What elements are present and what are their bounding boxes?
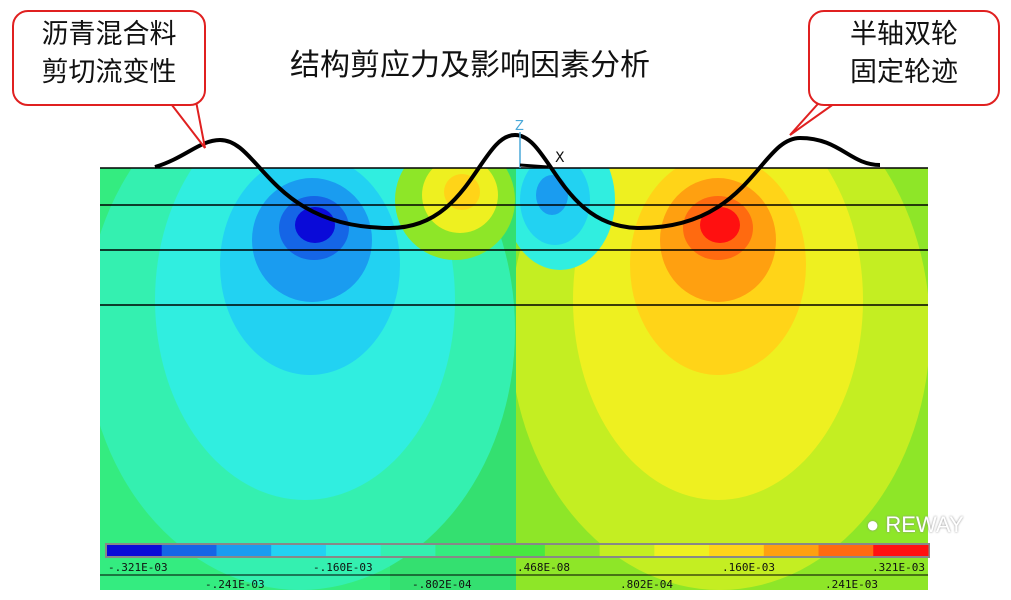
watermark: ● REWAY	[866, 512, 964, 538]
layer-boundaries	[100, 167, 928, 306]
legend-label: -.160E-03	[313, 561, 373, 574]
legend-swatch	[818, 545, 874, 556]
tire-load-curve	[154, 132, 881, 231]
legend-label: .468E-08	[517, 561, 570, 574]
wechat-icon: ●	[866, 512, 880, 537]
callout-line: 沥青混合料	[41, 19, 177, 50]
legend-swatch	[161, 545, 217, 556]
watermark-text: REWAY	[885, 512, 964, 537]
legend-swatch	[271, 545, 327, 556]
callout-line: 固定轮迹	[850, 57, 958, 88]
right-contour-region	[516, 168, 928, 590]
legend-label: .160E-03	[722, 561, 775, 574]
legend-label: .802E-04	[620, 578, 673, 591]
legend-swatch	[216, 545, 272, 556]
axis-z-label: Z	[515, 119, 524, 134]
callout-asphalt-rheology: 沥青混合料 剪切流变性	[12, 10, 206, 106]
legend-swatch	[709, 545, 765, 556]
callout-left-tail	[164, 95, 206, 149]
legend-swatch	[107, 545, 163, 556]
callout-line: 半轴双轮	[850, 19, 958, 50]
axis-x-label: X	[555, 150, 565, 166]
legend-swatch	[325, 545, 382, 556]
legend-swatch	[435, 545, 491, 556]
legend-label: -.241E-03	[205, 578, 265, 591]
legend-swatch	[654, 545, 710, 556]
legend-label: -.802E-04	[412, 578, 472, 591]
axis-triad: Z X	[515, 119, 565, 169]
slide-title: 结构剪应力及影响因素分析	[290, 48, 650, 83]
legend-label: .241E-03	[825, 578, 878, 591]
legend-swatch	[380, 545, 436, 556]
callout-dual-wheel: 半轴双轮 固定轮迹	[808, 10, 1000, 106]
legend-label: .321E-03	[872, 561, 925, 574]
legend-swatch	[490, 545, 546, 556]
legend-swatch	[544, 545, 601, 556]
legend-label: -.321E-03	[108, 561, 168, 574]
color-legend	[107, 545, 929, 556]
legend-swatch	[873, 545, 929, 556]
callout-line: 剪切流变性	[41, 57, 177, 88]
left-contour-region	[100, 168, 516, 590]
legend-swatch	[599, 545, 655, 556]
legend-swatch	[763, 545, 820, 556]
